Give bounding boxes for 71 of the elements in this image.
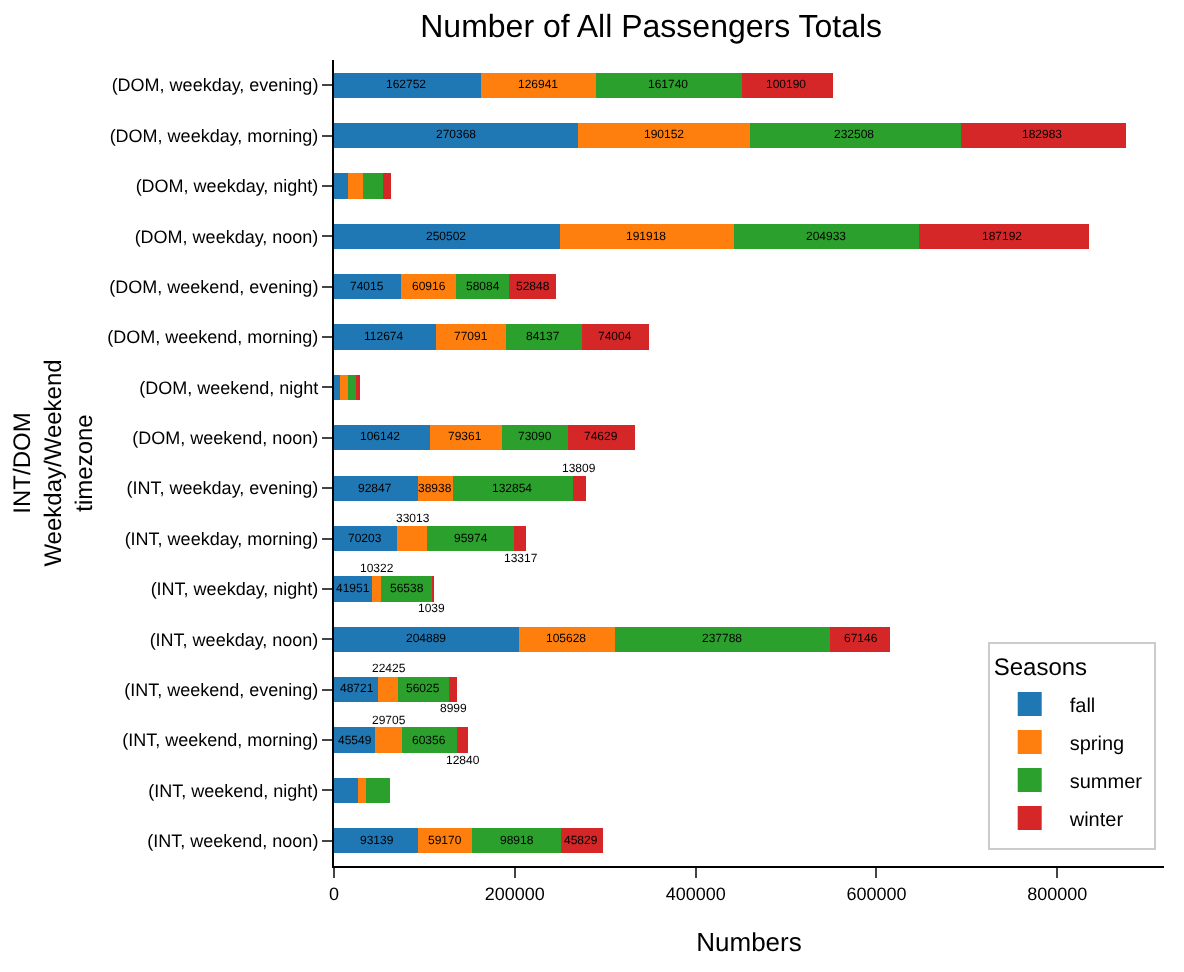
- bar: [435, 324, 506, 350]
- y-tick-label: (DOM, weekday, evening): [111, 75, 319, 96]
- y-tick-label: (DOM, weekday, night): [135, 176, 319, 197]
- bar: [919, 223, 1089, 249]
- y-tick-label: (INT, weekend, evening): [124, 679, 319, 700]
- bar: [581, 324, 649, 350]
- bar: [481, 72, 596, 98]
- bar: [514, 525, 527, 552]
- bar: [453, 475, 574, 501]
- bar: [614, 626, 830, 652]
- bar: [378, 677, 399, 703]
- bar: [357, 777, 366, 804]
- bar: [578, 122, 751, 149]
- x-tick-label: 600000: [846, 883, 907, 904]
- bar: [334, 324, 436, 350]
- bar: [334, 425, 430, 451]
- legend-label: summer: [1069, 771, 1144, 794]
- bar: [427, 525, 515, 552]
- bar: [334, 374, 341, 401]
- y-axis-title: INT/DOM Weekday/Weekend timezone: [7, 359, 98, 567]
- y-tick-label: (DOM, weekend, noon): [132, 428, 319, 449]
- bar: [340, 374, 348, 401]
- bar: [334, 72, 482, 98]
- bar: [375, 727, 403, 753]
- x-tick-label: 800000: [1027, 883, 1088, 904]
- bar: [334, 173, 348, 199]
- y-tick-label: (INT, weekend, night): [148, 780, 319, 801]
- bar: [519, 626, 615, 652]
- y-tick-label: (INT, weekend, noon): [147, 831, 319, 852]
- bar: [505, 324, 582, 350]
- y-tick-label: (DOM, weekend, morning): [107, 327, 319, 348]
- y-tick-label: (DOM, weekend, evening): [109, 276, 319, 297]
- bar: [573, 475, 586, 501]
- bar: [560, 223, 734, 249]
- bar: [448, 677, 458, 703]
- bar: [595, 72, 743, 98]
- bar: [960, 122, 1127, 149]
- bar: [365, 777, 391, 804]
- y-tick-label: (DOM, weekend, night: [139, 377, 320, 398]
- y-tick-label: (INT, weekday, evening): [126, 478, 319, 499]
- legend-label: spring: [1069, 733, 1125, 756]
- y-tick-label: (INT, weekend, morning): [122, 730, 319, 751]
- bar: [456, 727, 469, 753]
- bar: [471, 828, 562, 854]
- bar: [734, 223, 920, 249]
- legend-label: fall: [1069, 695, 1096, 718]
- bar: [397, 525, 428, 552]
- x-tick-label: 0: [328, 883, 340, 904]
- bar: [750, 122, 961, 149]
- y-tick-label: (INT, weekday, morning): [124, 528, 319, 549]
- bar: [334, 626, 520, 652]
- bar: [334, 475, 418, 501]
- bar: [334, 777, 358, 804]
- bar: [334, 122, 579, 149]
- legend-label: winter: [1067, 809, 1125, 832]
- x-axis-title: Numbers: [696, 926, 803, 957]
- bar: [347, 173, 363, 199]
- chart-title: Number of All Passengers Totals: [420, 10, 883, 45]
- bar: [334, 223, 561, 249]
- x-tick-label: 400000: [665, 883, 726, 904]
- bar: [334, 828, 419, 854]
- y-tick-label: (DOM, weekday, morning): [109, 125, 319, 146]
- bar: [362, 173, 383, 199]
- y-tick-label: (DOM, weekday, noon): [134, 226, 319, 247]
- x-tick-label: 200000: [484, 883, 545, 904]
- bar: [742, 72, 833, 98]
- bar: [371, 576, 382, 602]
- y-tick-label: (INT, weekday, noon): [149, 629, 319, 650]
- legend-title: Seasons: [993, 653, 1088, 682]
- y-tick-label: (INT, weekday, night): [150, 579, 319, 600]
- bar: [382, 173, 391, 199]
